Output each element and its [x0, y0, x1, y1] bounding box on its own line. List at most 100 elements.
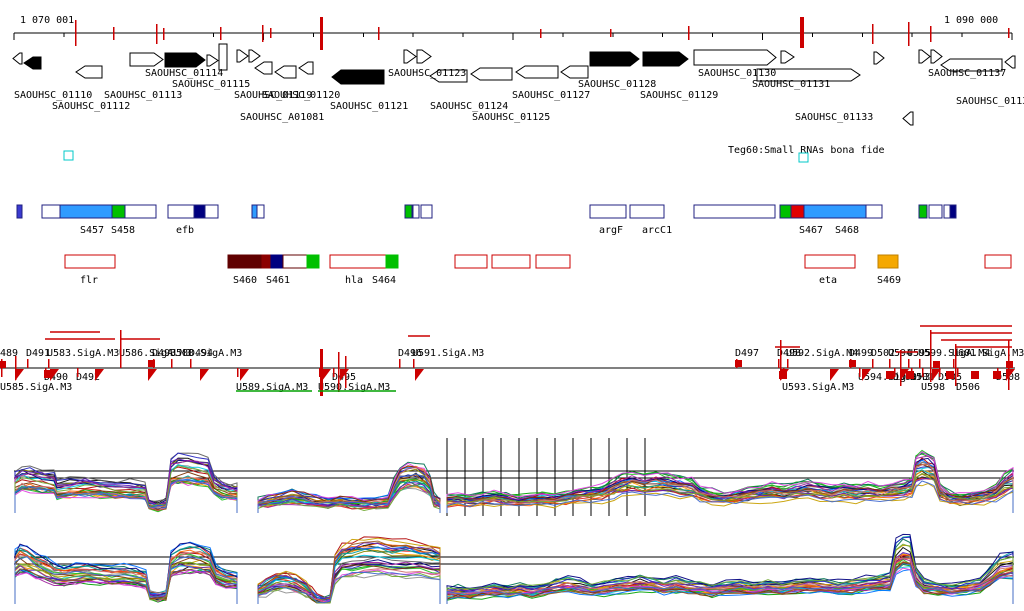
track1-box[interactable] [918, 204, 928, 219]
teg60-marker[interactable] [798, 152, 809, 163]
gene-arrow[interactable] [693, 49, 777, 66]
teg60-marker[interactable] [63, 150, 74, 161]
track2-box[interactable] [535, 254, 571, 269]
track2-box[interactable] [227, 254, 263, 269]
gene-arrow[interactable] [298, 61, 314, 75]
track2-box[interactable] [282, 254, 308, 269]
tss-flag[interactable] [830, 369, 839, 381]
tss-mark[interactable] [778, 359, 780, 368]
tss-flag[interactable] [15, 369, 24, 381]
track1-box[interactable] [629, 204, 665, 219]
gene-arrow[interactable] [560, 65, 589, 79]
tss-box[interactable] [971, 371, 979, 379]
track1-box[interactable] [251, 204, 258, 219]
gene-arrow[interactable] [873, 51, 885, 65]
tss-tall-mark[interactable] [780, 340, 782, 380]
tss-tall-mark[interactable] [900, 350, 902, 386]
track2-box[interactable] [804, 254, 856, 269]
track2-box[interactable] [261, 254, 272, 269]
tss-tall-mark[interactable] [338, 352, 340, 392]
tss-mark[interactable] [953, 359, 955, 368]
tss-mark[interactable] [1, 368, 3, 377]
track1-box[interactable] [928, 204, 943, 219]
track1-box[interactable] [779, 204, 792, 219]
tss-box[interactable] [906, 371, 914, 379]
tss-flag[interactable] [200, 369, 209, 381]
tss-mark[interactable] [859, 368, 861, 377]
track2-box[interactable] [454, 254, 488, 269]
track1-box[interactable] [41, 204, 61, 219]
track2-box[interactable] [306, 254, 320, 269]
gene-arrow[interactable] [218, 43, 228, 71]
tss-mark[interactable] [319, 368, 321, 377]
tss-tall-mark[interactable] [320, 349, 323, 396]
gene-arrow[interactable] [940, 58, 1003, 72]
tss-flag[interactable] [415, 369, 424, 381]
tss-tall-mark[interactable] [15, 356, 17, 380]
tss-box[interactable] [1006, 361, 1013, 368]
gene-arrow[interactable] [930, 49, 943, 64]
gene-arrow[interactable] [274, 65, 297, 79]
tss-box[interactable] [148, 360, 155, 367]
track1-box[interactable] [420, 204, 433, 219]
tss-mark[interactable] [333, 368, 335, 377]
tss-box[interactable] [44, 370, 52, 378]
gene-arrow[interactable] [515, 65, 559, 79]
tss-flag[interactable] [50, 369, 59, 381]
track2-box[interactable] [385, 254, 399, 269]
track1-box[interactable] [943, 204, 951, 219]
gene-arrow[interactable] [12, 52, 23, 65]
gene-arrow[interactable] [23, 56, 42, 70]
track1-box[interactable] [59, 204, 113, 219]
tss-mark[interactable] [922, 368, 924, 377]
tss-flag[interactable] [1006, 369, 1015, 381]
track1-box[interactable] [803, 204, 867, 219]
tss-tall-mark[interactable] [930, 330, 932, 382]
gene-arrow[interactable] [164, 52, 206, 68]
track1-box[interactable] [256, 204, 265, 219]
tss-box[interactable] [886, 371, 894, 379]
track1-box[interactable] [693, 204, 776, 219]
gene-arrow[interactable] [129, 52, 164, 67]
tss-box[interactable] [993, 371, 1001, 379]
gene-arrow[interactable] [429, 69, 468, 83]
track2-box[interactable] [984, 254, 1012, 269]
tss-tall-mark[interactable] [120, 330, 122, 368]
track1-box[interactable] [204, 204, 219, 219]
tss-mark[interactable] [919, 359, 921, 368]
tss-mark[interactable] [413, 359, 415, 368]
tss-mark[interactable] [894, 368, 896, 377]
tss-flag[interactable] [932, 369, 941, 381]
tss-box[interactable] [779, 371, 787, 379]
tss-flag[interactable] [862, 369, 871, 381]
tss-mark[interactable] [48, 359, 50, 368]
track1-box[interactable] [404, 204, 413, 219]
tss-mark[interactable] [889, 359, 891, 368]
gene-arrow[interactable] [248, 49, 261, 63]
gene-arrow[interactable] [1004, 55, 1016, 69]
track1-box[interactable] [949, 204, 957, 219]
track2-box[interactable] [64, 254, 116, 269]
gene-arrow[interactable] [756, 68, 861, 82]
track2-box[interactable] [270, 254, 284, 269]
tss-box[interactable] [849, 360, 856, 367]
tss-flag[interactable] [148, 369, 157, 381]
tss-mark[interactable] [872, 359, 874, 368]
tss-mark[interactable] [957, 368, 959, 377]
gene-arrow[interactable] [254, 61, 273, 75]
tss-box[interactable] [0, 361, 6, 368]
track1-box[interactable] [865, 204, 883, 219]
tss-mark[interactable] [77, 368, 79, 377]
tss-tall-mark[interactable] [955, 344, 957, 386]
track1-box[interactable] [790, 204, 805, 219]
track2-box[interactable] [491, 254, 531, 269]
tss-mark[interactable] [908, 359, 910, 368]
gene-arrow[interactable] [331, 69, 385, 85]
gene-arrow[interactable] [918, 49, 931, 64]
track1-box[interactable] [412, 204, 420, 219]
gene-arrow[interactable] [416, 49, 432, 64]
tss-mark[interactable] [237, 368, 239, 377]
tss-mark[interactable] [787, 359, 789, 368]
tss-flag[interactable] [95, 369, 104, 381]
gene-arrow[interactable] [780, 50, 795, 64]
